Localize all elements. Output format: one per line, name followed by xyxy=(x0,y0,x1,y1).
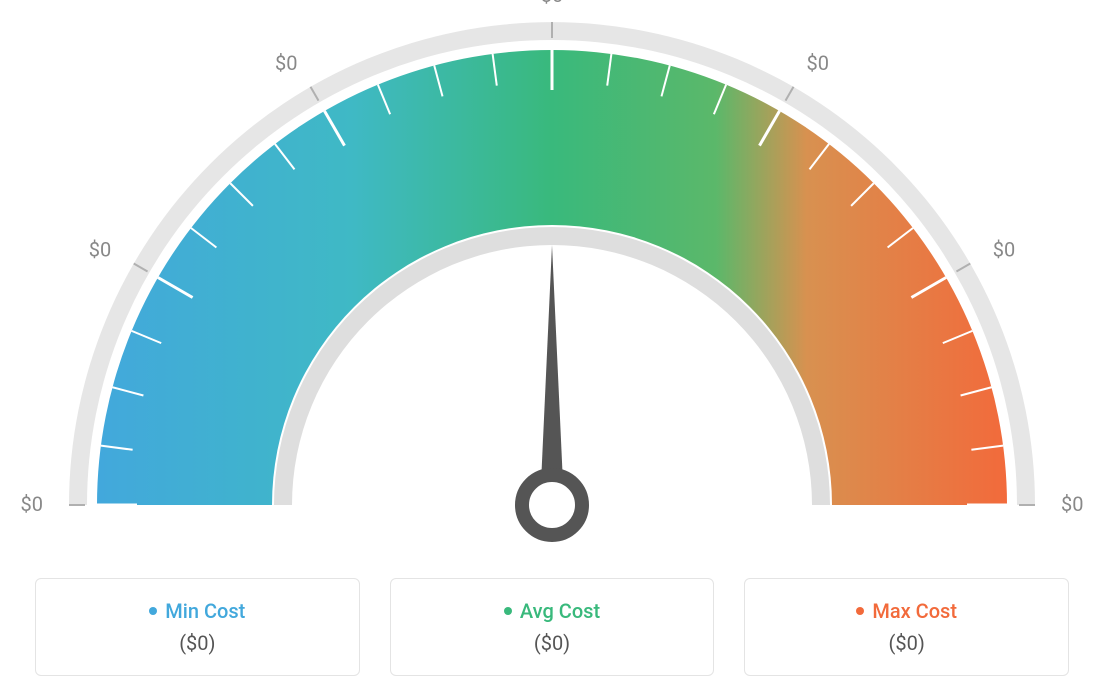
legend-value-max: ($0) xyxy=(889,631,925,655)
legend-label-max-text: Max Cost xyxy=(872,599,957,623)
legend-label-min: Min Cost xyxy=(149,599,245,623)
legend-value-min: ($0) xyxy=(179,631,215,655)
svg-text:$0: $0 xyxy=(1061,492,1083,516)
legend-label-min-text: Min Cost xyxy=(165,599,245,623)
legend-card-max: Max Cost ($0) xyxy=(744,578,1069,676)
legend-label-max: Max Cost xyxy=(856,599,957,623)
legend-dot-min xyxy=(149,607,157,615)
legend-label-avg-text: Avg Cost xyxy=(520,599,600,623)
legend-card-min: Min Cost ($0) xyxy=(35,578,360,676)
legend-row: Min Cost ($0) Avg Cost ($0) Max Cost ($0… xyxy=(0,578,1104,690)
gauge-svg: $0 $0 $0 $0 $0 $0 $0 xyxy=(0,0,1104,560)
svg-text:$0: $0 xyxy=(541,0,563,7)
legend-dot-max xyxy=(856,607,864,615)
svg-text:$0: $0 xyxy=(807,51,829,75)
gauge-chart: $0 $0 $0 $0 $0 $0 $0 xyxy=(0,0,1104,560)
legend-card-avg: Avg Cost ($0) xyxy=(390,578,715,676)
legend-dot-avg xyxy=(504,607,512,615)
legend-value-avg: ($0) xyxy=(534,631,570,655)
svg-text:$0: $0 xyxy=(993,238,1015,262)
legend-label-avg: Avg Cost xyxy=(504,599,600,623)
svg-text:$0: $0 xyxy=(21,492,43,516)
svg-text:$0: $0 xyxy=(275,51,297,75)
svg-text:$0: $0 xyxy=(89,238,111,262)
gauge-chart-container: $0 $0 $0 $0 $0 $0 $0 Min Cost ($0) Avg Cost ($… xyxy=(0,0,1104,690)
